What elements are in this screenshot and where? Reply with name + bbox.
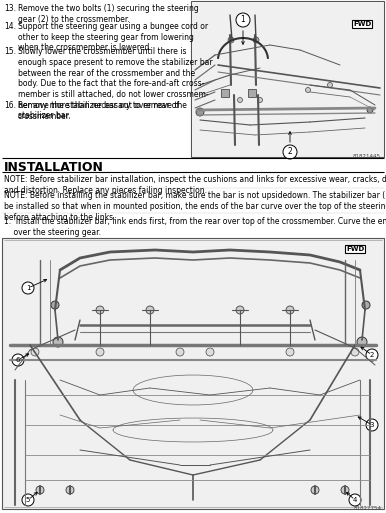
Text: 81827754: 81827754 <box>354 506 382 511</box>
Bar <box>191 1 384 157</box>
Text: 13.: 13. <box>4 4 16 13</box>
Circle shape <box>196 108 204 116</box>
Circle shape <box>22 282 34 294</box>
Text: FWD: FWD <box>353 21 371 27</box>
Circle shape <box>366 349 378 361</box>
Bar <box>221 89 229 97</box>
Circle shape <box>286 348 294 356</box>
Circle shape <box>305 88 310 92</box>
Circle shape <box>31 348 39 356</box>
Text: Remove the two bolts (1) securing the steering
gear (2) to the crossmember.: Remove the two bolts (1) securing the st… <box>18 4 199 24</box>
Circle shape <box>236 13 250 27</box>
Circle shape <box>53 337 63 347</box>
Circle shape <box>349 494 361 506</box>
Text: NOTE: Before stabilizer bar installation, inspect the cushions and links for exc: NOTE: Before stabilizer bar installation… <box>4 175 386 195</box>
Text: Support the steering gear using a bungee cord or
other to keep the steering gear: Support the steering gear using a bungee… <box>18 22 208 52</box>
Circle shape <box>283 145 297 159</box>
Text: 14.: 14. <box>4 22 16 31</box>
Text: 81821445: 81821445 <box>353 154 381 159</box>
Text: 1: 1 <box>240 15 245 25</box>
Text: 1.  Install the stabilizer bar, link ends first, from the rear over top of the c: 1. Install the stabilizer bar, link ends… <box>4 217 386 237</box>
Bar <box>192 2 383 156</box>
Text: 6: 6 <box>16 357 20 363</box>
Circle shape <box>351 348 359 356</box>
Circle shape <box>96 348 104 356</box>
Circle shape <box>357 337 367 347</box>
Circle shape <box>206 348 214 356</box>
Circle shape <box>12 354 24 366</box>
Text: FWD: FWD <box>346 246 364 252</box>
Text: 4: 4 <box>353 497 357 503</box>
Circle shape <box>257 97 262 103</box>
Text: 15.: 15. <box>4 47 16 56</box>
Text: 1: 1 <box>26 285 30 291</box>
Circle shape <box>327 83 332 88</box>
Circle shape <box>367 107 373 113</box>
Text: 5: 5 <box>26 497 30 503</box>
Circle shape <box>366 419 378 431</box>
Text: 16.: 16. <box>4 101 16 110</box>
Circle shape <box>286 306 294 314</box>
Text: 2: 2 <box>370 352 374 358</box>
Circle shape <box>51 301 59 309</box>
Text: 2: 2 <box>288 148 292 156</box>
Circle shape <box>66 486 74 494</box>
Text: INSTALLATION: INSTALLATION <box>4 161 104 174</box>
Circle shape <box>176 348 184 356</box>
Circle shape <box>311 486 319 494</box>
Bar <box>2 238 384 509</box>
Text: NOTE: Before installing the stabilizer bar, make sure the bar is not upsidedown.: NOTE: Before installing the stabilizer b… <box>4 191 386 222</box>
Circle shape <box>146 306 154 314</box>
Circle shape <box>253 37 259 43</box>
Circle shape <box>237 97 242 103</box>
Bar <box>248 89 256 97</box>
Circle shape <box>236 306 244 314</box>
Circle shape <box>96 306 104 314</box>
Text: 3: 3 <box>370 422 374 428</box>
Circle shape <box>228 37 234 43</box>
Circle shape <box>22 494 34 506</box>
Circle shape <box>362 301 370 309</box>
Circle shape <box>36 486 44 494</box>
Text: Remove the stabilizer bar out over rear of
crossmember.: Remove the stabilizer bar out over rear … <box>18 101 179 121</box>
Circle shape <box>341 486 349 494</box>
Text: Slowly lower the crossmember until there is
enough space present to remove the s: Slowly lower the crossmember until there… <box>18 47 213 121</box>
